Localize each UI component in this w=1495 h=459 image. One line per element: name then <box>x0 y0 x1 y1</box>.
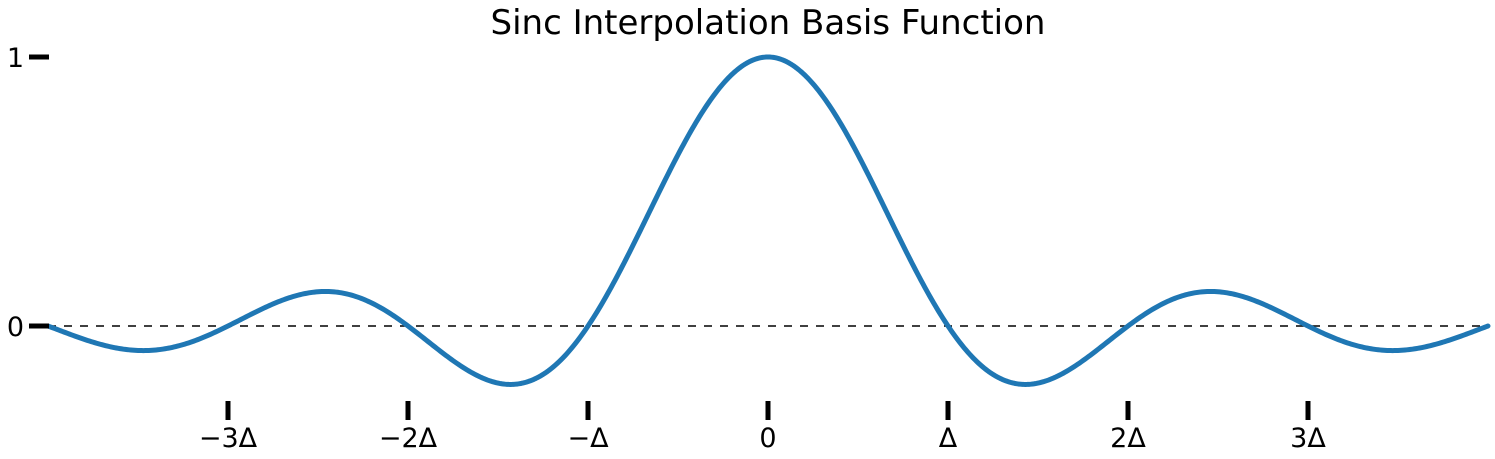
x-tick-label: 3Δ <box>1290 423 1326 454</box>
x-tick-label: −3Δ <box>199 423 258 454</box>
x-tick-label: −2Δ <box>379 423 438 454</box>
x-tick-label: 2Δ <box>1110 423 1146 454</box>
x-tick-label: −Δ <box>567 423 609 454</box>
chart-title: Sinc Interpolation Basis Function <box>491 3 1046 43</box>
y-tick-label: 0 <box>7 312 24 343</box>
sinc-curve <box>45 54 1491 387</box>
y-axis: 01 <box>7 43 49 343</box>
x-tick-label: 0 <box>759 423 776 454</box>
y-tick-label: 1 <box>7 43 24 74</box>
x-axis: −3Δ −2Δ −Δ 0 Δ 2Δ 3Δ <box>199 401 1326 454</box>
x-tick-label: Δ <box>939 423 958 454</box>
